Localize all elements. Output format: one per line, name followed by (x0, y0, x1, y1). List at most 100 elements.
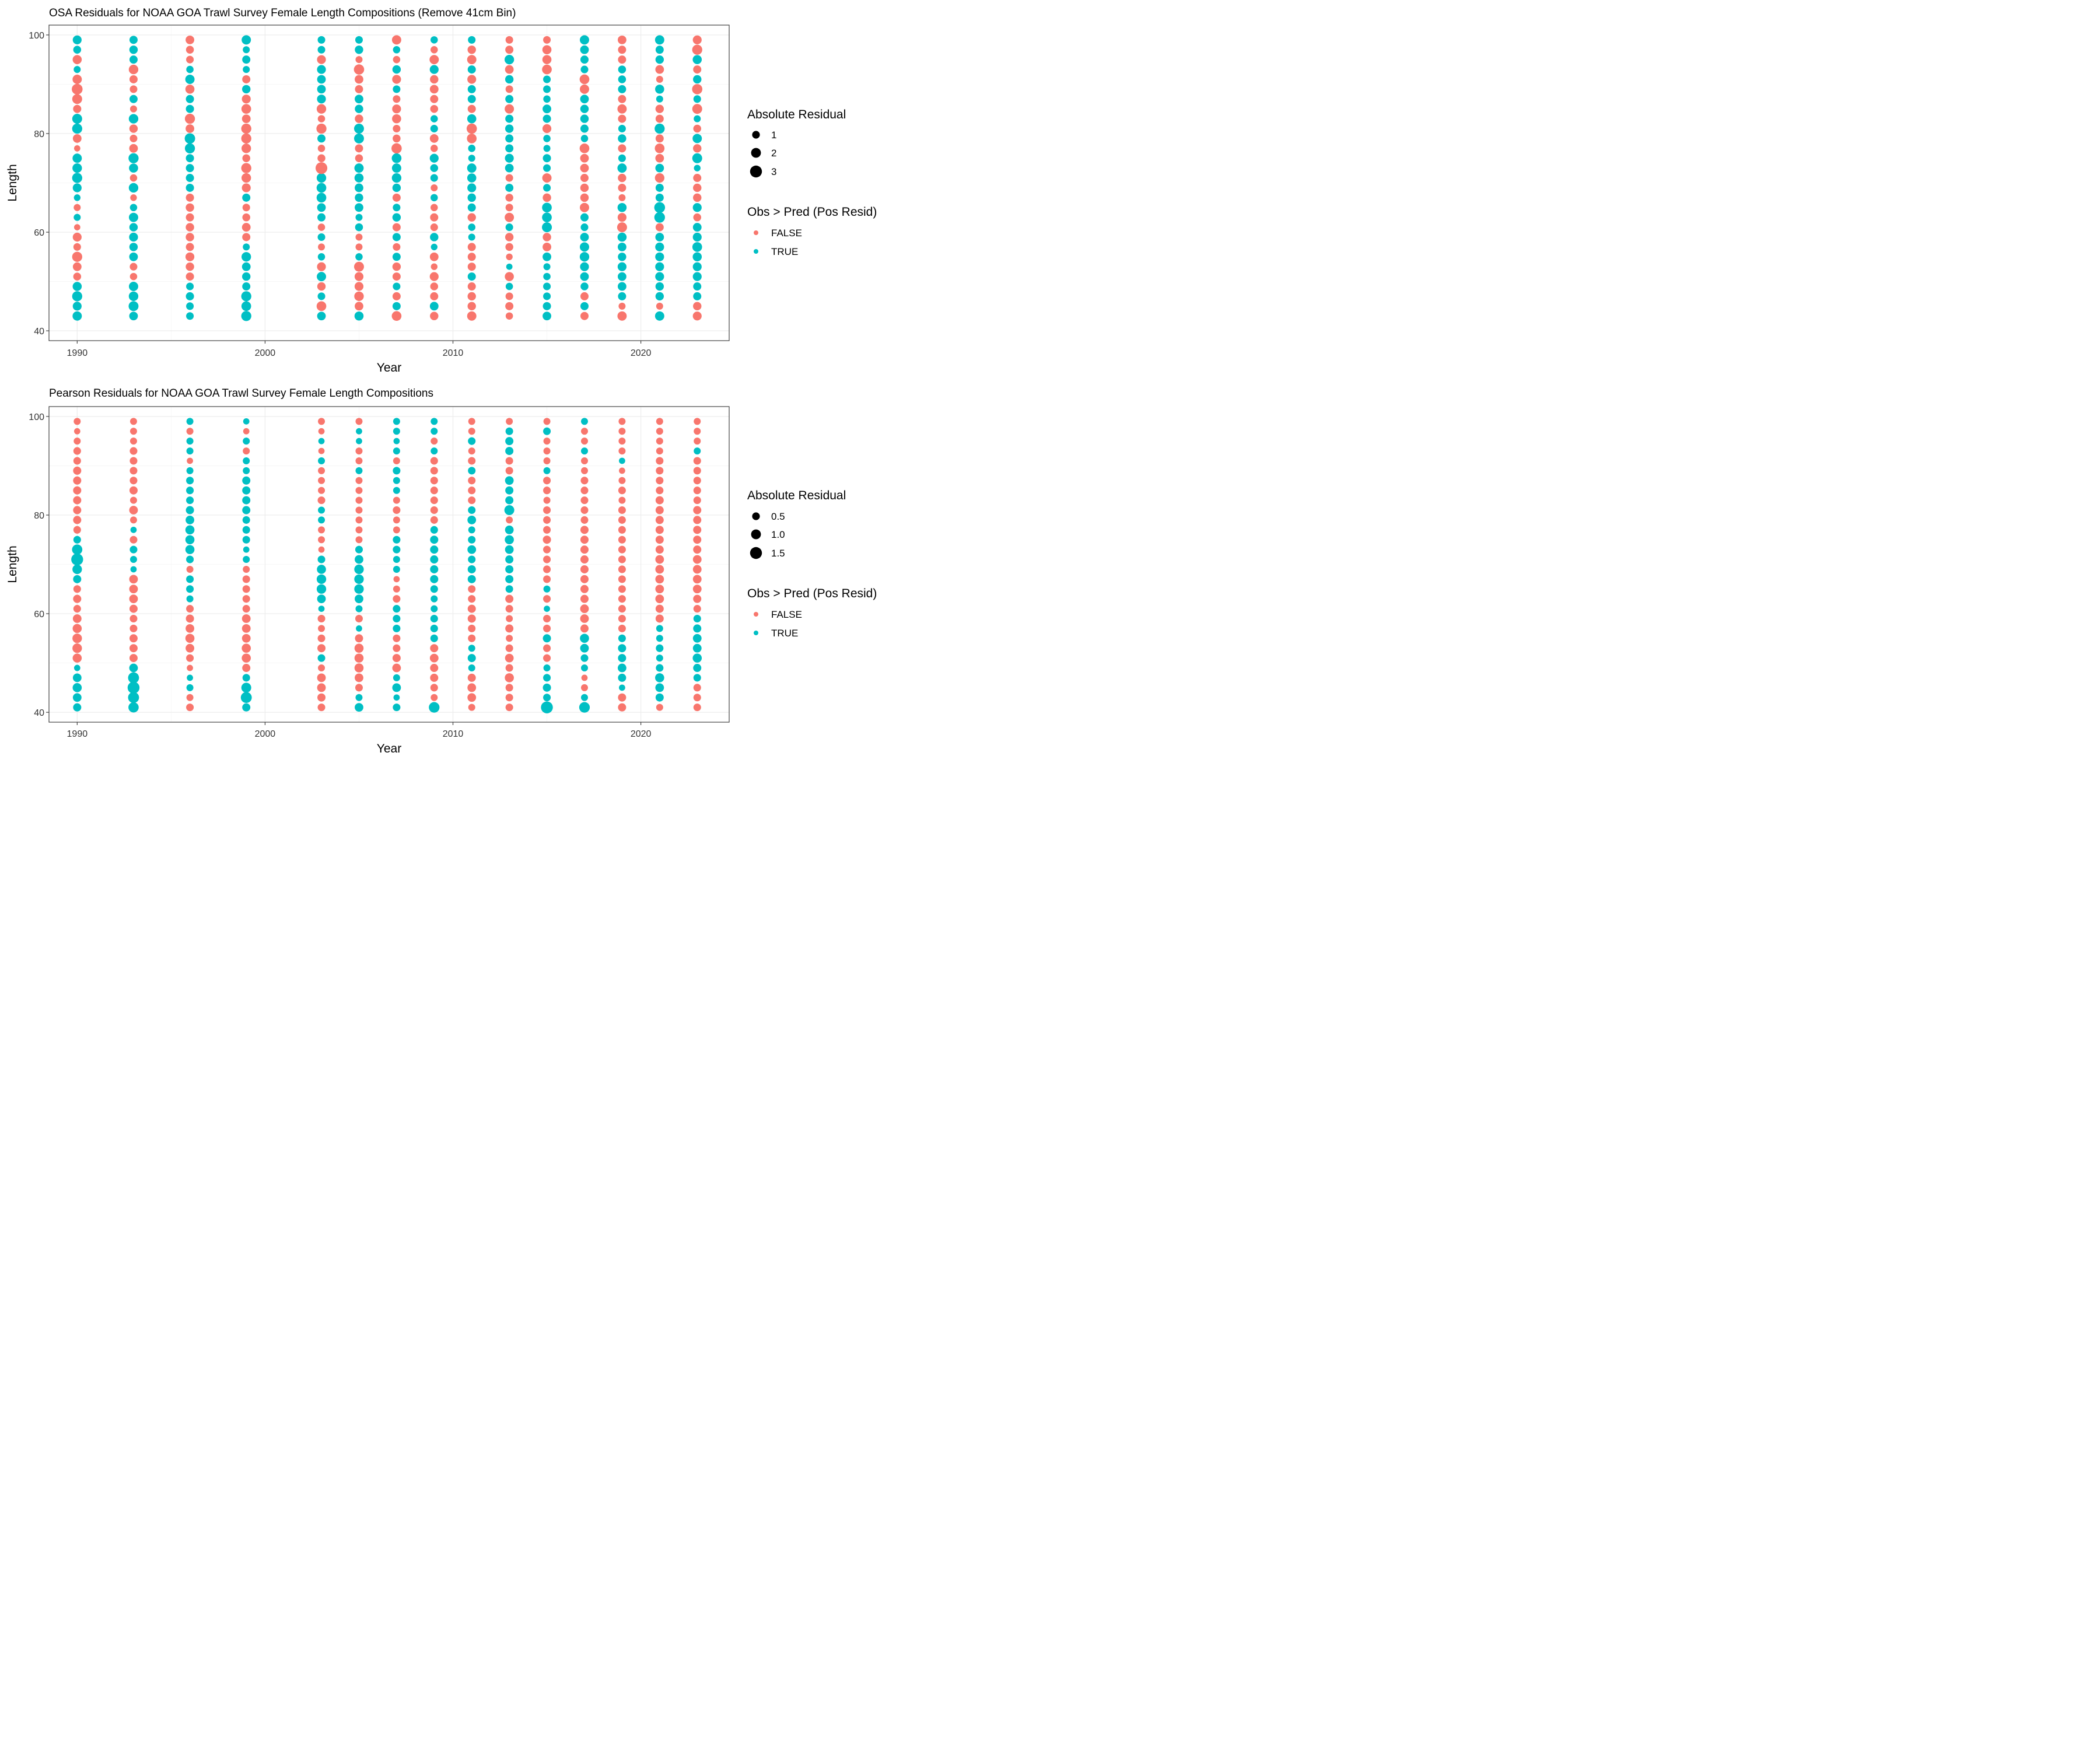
residual-point (318, 457, 326, 464)
residual-point (580, 584, 589, 593)
residual-point (655, 545, 664, 554)
residual-point (73, 447, 81, 455)
residual-point (242, 183, 251, 192)
residual-point (618, 418, 626, 425)
residual-point (468, 447, 475, 455)
residual-point (580, 223, 589, 232)
residual-point (617, 163, 627, 173)
residual-point (618, 496, 626, 504)
residual-point (542, 252, 551, 261)
residual-point (505, 694, 513, 702)
data-points (72, 35, 703, 321)
residual-point (393, 487, 400, 494)
residual-point (617, 213, 627, 222)
residual-point (655, 262, 664, 271)
residual-point (542, 683, 551, 692)
residual-point (430, 104, 439, 113)
residual-point (429, 134, 439, 143)
residual-point (242, 35, 251, 45)
residual-point (393, 282, 401, 290)
residual-point (618, 575, 626, 583)
residual-point (505, 427, 513, 435)
residual-point (505, 183, 514, 192)
residual-point (392, 75, 401, 84)
residual-point (580, 467, 588, 474)
residual-point (542, 233, 551, 242)
residual-point (656, 438, 663, 445)
residual-point (580, 114, 589, 123)
residual-point (580, 447, 588, 455)
residual-point (656, 635, 663, 642)
residual-point (618, 624, 626, 632)
residual-point (618, 85, 626, 93)
residual-point (242, 595, 250, 603)
residual-point (656, 302, 663, 310)
residual-point (186, 704, 194, 712)
residual-point (130, 457, 138, 465)
residual-point (580, 272, 589, 281)
residual-point (693, 124, 702, 133)
residual-point (355, 684, 363, 692)
residual-point (580, 282, 589, 290)
residual-point (186, 467, 194, 474)
color-legend-key (754, 612, 758, 617)
residual-point (186, 585, 194, 593)
residual-point (186, 223, 194, 232)
residual-point (356, 438, 362, 444)
x-axis-label: Year (377, 361, 401, 374)
color-legend-title: Obs > Pred (Pos Resid) (747, 587, 877, 600)
residual-point (505, 212, 514, 222)
residual-point (543, 644, 551, 652)
residual-point (693, 302, 702, 311)
residual-point (692, 153, 702, 163)
residual-point (318, 418, 326, 425)
residual-point (186, 418, 194, 425)
residual-point (241, 104, 251, 114)
residual-point (318, 428, 325, 435)
x-tick-label: 1990 (67, 348, 88, 358)
residual-point (617, 242, 626, 251)
residual-point (618, 487, 626, 495)
residual-point (468, 624, 476, 632)
residual-point (242, 223, 251, 232)
residual-point (72, 153, 82, 163)
residual-point (74, 214, 81, 221)
residual-point (655, 506, 664, 514)
residual-point (542, 104, 551, 114)
residual-point (656, 487, 664, 495)
residual-point (317, 94, 326, 104)
residual-point (544, 606, 550, 612)
residual-point (186, 643, 194, 653)
residual-point (580, 213, 589, 222)
residual-point (429, 65, 439, 74)
residual-point (430, 282, 439, 290)
residual-point (430, 174, 438, 182)
residual-point (393, 134, 401, 143)
residual-point (693, 144, 702, 153)
residual-point (580, 604, 589, 613)
residual-point (72, 673, 82, 682)
residual-point (355, 605, 363, 612)
residual-point (580, 643, 589, 653)
residual-point (129, 55, 138, 64)
residual-point (618, 545, 626, 554)
residual-point (73, 486, 82, 495)
residual-point (618, 526, 626, 534)
y-tick-label: 100 (29, 31, 44, 41)
residual-point (318, 487, 326, 494)
residual-point (505, 447, 514, 456)
residual-point (505, 65, 514, 74)
residual-point (72, 75, 82, 84)
residual-point (505, 496, 514, 505)
size-legend-label: 1.0 (771, 529, 785, 540)
residual-point (654, 173, 664, 183)
residual-point (430, 595, 438, 603)
residual-point (317, 654, 326, 662)
residual-point (693, 75, 702, 84)
residual-point (129, 634, 138, 643)
residual-point (694, 418, 701, 425)
residual-point (617, 35, 626, 44)
residual-point (505, 282, 513, 290)
color-legend-key (754, 249, 758, 254)
residual-point (580, 565, 589, 573)
